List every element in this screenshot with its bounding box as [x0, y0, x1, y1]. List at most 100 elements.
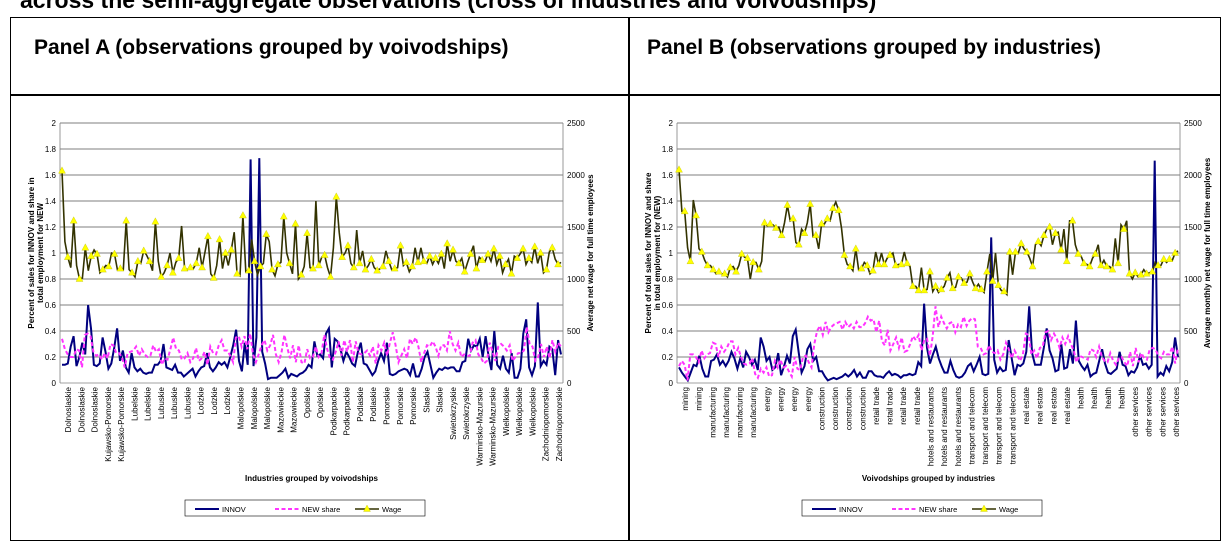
- wage-marker: [344, 241, 352, 249]
- wage-marker: [280, 212, 288, 220]
- wage-marker: [303, 228, 311, 236]
- x-category-label: real estate: [1022, 386, 1031, 424]
- x-category-label: Dolnoslaskie: [91, 386, 100, 432]
- wage-marker: [698, 247, 706, 255]
- wage-marker: [966, 269, 974, 277]
- wage-marker: [943, 273, 951, 281]
- y-tick-label: 0: [669, 379, 674, 388]
- y-axis-title-line: in total employment for (NEW): [653, 195, 662, 310]
- legend-label: Wage: [999, 505, 1018, 514]
- wage-marker: [903, 259, 911, 267]
- wage-marker: [891, 261, 900, 269]
- x-category-label: Dolnoslaskie: [77, 386, 86, 432]
- wage-marker: [87, 251, 95, 259]
- wage-marker: [1148, 267, 1157, 275]
- wage-marker: [1034, 237, 1043, 245]
- wage-marker: [1171, 248, 1179, 256]
- wage-marker: [128, 268, 136, 276]
- x-category-label: Lubuskie: [183, 386, 192, 419]
- x-category-label: manufacturing: [708, 387, 717, 438]
- wage-marker: [937, 285, 946, 293]
- wage-marker: [81, 243, 90, 251]
- wage-marker: [525, 253, 533, 261]
- wage-marker: [1045, 222, 1054, 230]
- wage-marker: [484, 249, 492, 257]
- x-category-label: other services: [1172, 387, 1181, 437]
- x-category-label: Pomorskie: [409, 386, 418, 424]
- wage-marker: [75, 274, 84, 282]
- wage-marker: [920, 286, 928, 294]
- wage-marker: [233, 269, 241, 277]
- wage-marker: [291, 219, 300, 227]
- x-category-label: Lodzkie: [223, 386, 232, 414]
- y-tick-label: 2: [669, 119, 674, 128]
- y2-tick-label: 2000: [1184, 171, 1202, 180]
- wage-marker: [795, 240, 803, 248]
- wage-marker: [703, 261, 712, 269]
- wage-marker: [789, 214, 797, 222]
- series-innov-line: [678, 160, 1179, 383]
- x-category-label: Opolskie: [316, 386, 325, 418]
- x-category-label: Pomorskie: [396, 386, 405, 424]
- wage-marker: [198, 263, 206, 271]
- x-category-label: other services: [1131, 387, 1140, 437]
- wage-marker: [116, 264, 125, 272]
- legend-wage-marker: [363, 504, 371, 512]
- x-category-label: health: [1077, 387, 1086, 409]
- wage-marker: [800, 228, 809, 236]
- wage-marker: [245, 266, 253, 274]
- wage-marker: [897, 260, 906, 268]
- wage-marker: [501, 260, 510, 268]
- wage-marker: [507, 269, 516, 277]
- x-category-label: Zachodniopomorskie: [555, 386, 564, 461]
- x-category-label: Lodzkie: [210, 386, 219, 414]
- x-category-label: Dolnoslaskie: [64, 386, 73, 432]
- wage-marker: [926, 267, 934, 275]
- wage-marker: [134, 257, 142, 264]
- wage-marker: [460, 267, 469, 275]
- y-tick-label: 1.8: [45, 145, 57, 154]
- wage-marker: [1142, 269, 1151, 277]
- y-tick-label: 1.6: [662, 171, 674, 180]
- wage-marker: [1125, 269, 1134, 277]
- x-category-label: Warminsko-Mazurskie: [475, 386, 484, 465]
- wage-marker: [852, 244, 860, 252]
- wage-marker: [110, 249, 119, 257]
- wage-marker: [163, 261, 171, 269]
- x-category-label: Kujawsko-Pomorskie: [117, 386, 126, 461]
- series-wage-line: [678, 169, 1179, 297]
- wage-marker: [99, 265, 107, 273]
- wage-marker: [69, 216, 78, 224]
- wage-marker: [297, 270, 306, 278]
- wage-marker: [1131, 268, 1139, 276]
- wage-marker: [449, 245, 457, 253]
- wage-marker: [715, 267, 723, 275]
- wage-marker: [145, 257, 154, 264]
- wage-marker: [931, 281, 940, 289]
- y2-axis-title: Average net wage for full time employees: [586, 174, 595, 332]
- wage-marker: [420, 257, 428, 264]
- wage-marker: [709, 265, 717, 273]
- x-category-label: real estate: [1036, 386, 1045, 424]
- wage-marker: [726, 263, 735, 271]
- x-category-label: Podkarpackie: [343, 386, 352, 435]
- x-category-label: retail trade: [913, 386, 922, 424]
- wage-marker: [122, 216, 130, 224]
- wage-marker: [1017, 239, 1025, 247]
- y2-tick-label: 2500: [567, 119, 585, 128]
- legend-label: INNOV: [222, 505, 246, 514]
- wage-marker: [954, 272, 963, 280]
- wage-marker: [755, 265, 763, 273]
- wage-marker: [478, 255, 486, 263]
- x-category-label: Lubelskie: [144, 386, 153, 420]
- wage-marker: [1074, 249, 1082, 257]
- wage-marker: [1165, 254, 1174, 262]
- y2-axis-title: Average monthly net wage for full time e…: [1203, 157, 1212, 348]
- wage-marker: [396, 241, 405, 249]
- wage-marker: [180, 264, 189, 272]
- wage-marker: [960, 278, 968, 286]
- y-axis-title: Percent of sales for INNOV and share int…: [27, 177, 45, 328]
- x-category-label: construction: [817, 387, 826, 430]
- x-category-label: transport and telecom: [981, 387, 990, 465]
- wage-marker: [1108, 265, 1117, 273]
